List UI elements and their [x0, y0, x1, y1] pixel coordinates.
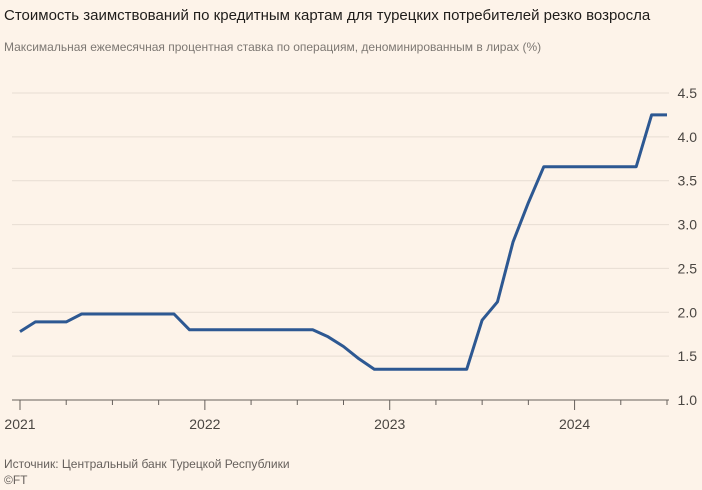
y-tick-label: 1.5 — [678, 348, 698, 364]
source-note: Источник: Центральный банк Турецкой Респ… — [4, 457, 290, 471]
y-tick-labels: 1.0 1.5 2.0 2.5 3.0 3.5 4.0 4.5 — [678, 85, 698, 408]
x-tick-label: 2023 — [374, 416, 405, 432]
gridlines — [12, 92, 669, 357]
x-tick-label: 2024 — [559, 416, 590, 432]
x-tick-label: 2022 — [189, 416, 220, 432]
series-line — [19, 113, 667, 371]
y-tick-label: 1.0 — [678, 392, 698, 408]
copyright-credit: ©FT — [4, 473, 28, 487]
chart-title: Стоимость заимствований по кредитным кар… — [4, 7, 651, 24]
y-tick-label: 3.5 — [678, 173, 698, 189]
y-tick-label: 4.0 — [678, 129, 698, 145]
y-tick-label: 4.5 — [678, 85, 698, 101]
series-layer — [19, 113, 667, 371]
y-tick-label: 2.5 — [678, 260, 698, 276]
x-tick-label: 2021 — [4, 416, 35, 432]
chart-subtitle: Максимальная ежемесячная процентная став… — [4, 40, 542, 54]
y-tick-label: 3.0 — [678, 217, 698, 233]
y-tick-label: 2.0 — [678, 304, 698, 320]
x-axis: 2021 2022 2023 2024 — [4, 399, 669, 432]
